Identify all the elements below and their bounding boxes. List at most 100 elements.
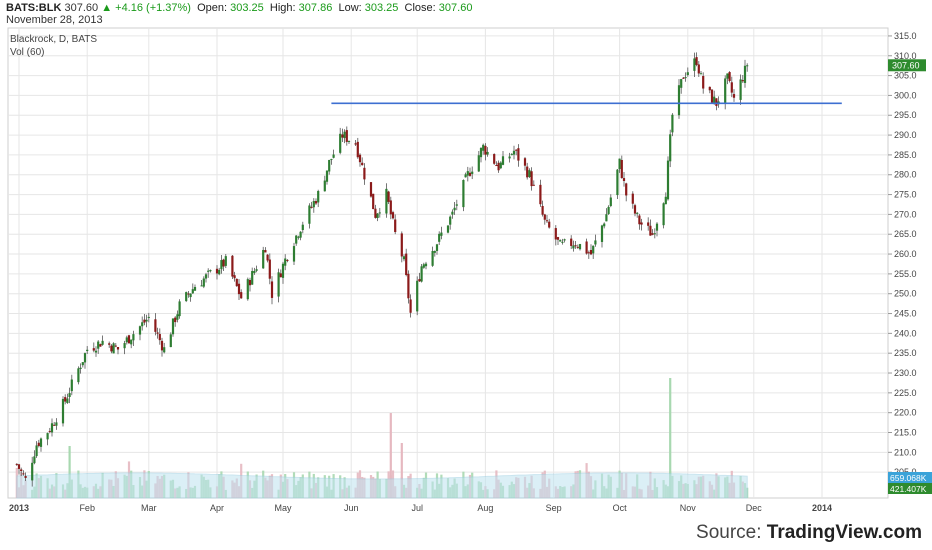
candle bbox=[53, 421, 56, 426]
candle bbox=[323, 175, 326, 192]
candle-body bbox=[246, 279, 249, 300]
candle bbox=[240, 289, 243, 299]
candle bbox=[308, 203, 311, 229]
candle-body bbox=[495, 165, 498, 167]
candle-body bbox=[376, 213, 379, 219]
candle bbox=[493, 153, 496, 165]
candle bbox=[530, 167, 533, 191]
candle-body bbox=[572, 245, 575, 249]
price-axis[interactable]: 205.0210.0215.0220.0225.0230.0235.0240.0… bbox=[888, 31, 932, 494]
candle-body bbox=[440, 232, 443, 236]
candle-body bbox=[222, 259, 225, 267]
candle-body bbox=[616, 169, 619, 196]
candle bbox=[482, 143, 485, 155]
candle-body bbox=[154, 319, 157, 332]
candle-body bbox=[708, 86, 711, 91]
candle bbox=[510, 153, 513, 156]
candle bbox=[284, 254, 287, 271]
candle-body bbox=[510, 154, 513, 156]
candle-body bbox=[156, 332, 159, 334]
candle-body bbox=[563, 239, 566, 241]
candle bbox=[449, 215, 452, 230]
candle-body bbox=[539, 184, 542, 205]
candle-body bbox=[746, 65, 749, 67]
candle bbox=[158, 328, 161, 345]
candles[interactable] bbox=[15, 52, 749, 487]
candle-body bbox=[409, 299, 412, 313]
candle bbox=[138, 325, 142, 341]
candle-body bbox=[585, 241, 588, 254]
candle bbox=[528, 168, 531, 178]
candle-body bbox=[33, 456, 36, 464]
candle-body bbox=[237, 283, 241, 295]
candle-body bbox=[46, 433, 49, 440]
candle-body bbox=[556, 237, 560, 240]
candle-body bbox=[387, 191, 390, 202]
candle-body bbox=[607, 206, 610, 214]
high-label: High: bbox=[269, 2, 296, 14]
candle bbox=[295, 234, 298, 246]
y-tick-label: 285.0 bbox=[894, 150, 917, 160]
candle bbox=[468, 167, 472, 177]
candle bbox=[237, 278, 241, 300]
candle-body bbox=[407, 273, 410, 299]
candle bbox=[559, 239, 562, 242]
low-value: 303.25 bbox=[364, 2, 399, 14]
candle-body bbox=[312, 201, 315, 208]
candle-body bbox=[453, 207, 456, 211]
candle bbox=[607, 205, 610, 215]
candle-body bbox=[251, 271, 254, 285]
candle-body bbox=[743, 65, 747, 83]
candle-body bbox=[169, 334, 172, 348]
quote-header: BATS:BLK 307.60 ▲ +4.16 (+1.37%) Open: 3… bbox=[6, 2, 472, 15]
candle-body bbox=[292, 246, 296, 262]
candle bbox=[347, 140, 351, 145]
candle-body bbox=[724, 78, 727, 104]
candle bbox=[651, 229, 654, 236]
candle bbox=[363, 163, 366, 185]
candle bbox=[653, 228, 656, 239]
candle-body bbox=[741, 80, 744, 82]
volume-ma bbox=[16, 472, 748, 499]
candle-body bbox=[677, 85, 681, 116]
candle bbox=[345, 126, 348, 146]
candle-body bbox=[264, 250, 267, 253]
candle-body bbox=[702, 76, 705, 89]
candle bbox=[563, 238, 566, 243]
candle bbox=[724, 75, 727, 110]
candle bbox=[508, 152, 511, 163]
candle bbox=[585, 238, 588, 255]
candle-body bbox=[356, 141, 359, 158]
candle bbox=[453, 202, 456, 215]
candle-body bbox=[680, 79, 683, 88]
candle-body bbox=[479, 147, 483, 158]
time-axis[interactable]: 2013 Feb Mar Apr May Jun Jul Aug Sep Oct Nov Dec 201… bbox=[9, 503, 832, 513]
candle-body bbox=[609, 197, 612, 206]
candle bbox=[640, 218, 643, 231]
candle-body bbox=[512, 150, 516, 155]
candle bbox=[48, 427, 51, 434]
candle bbox=[677, 79, 681, 119]
candle-body bbox=[125, 337, 128, 343]
source-credit: Source: TradingView.com bbox=[696, 522, 922, 544]
candle-body bbox=[220, 260, 223, 270]
candle-body bbox=[330, 158, 333, 160]
candle-body bbox=[543, 214, 546, 220]
candle bbox=[451, 209, 454, 219]
candle-body bbox=[37, 442, 40, 446]
candle-body bbox=[647, 222, 650, 226]
candle bbox=[512, 145, 516, 160]
candle bbox=[699, 70, 703, 75]
candle-body bbox=[138, 326, 142, 335]
candle-body bbox=[101, 340, 104, 345]
y-tick-label: 295.0 bbox=[894, 110, 917, 120]
candle-body bbox=[594, 240, 597, 245]
x-tick-label: Feb bbox=[79, 503, 95, 513]
candle bbox=[361, 157, 364, 166]
candle-body bbox=[325, 170, 329, 182]
candle bbox=[108, 341, 111, 348]
candle-body bbox=[561, 241, 564, 243]
candle bbox=[526, 162, 529, 180]
candle-body bbox=[402, 256, 406, 260]
